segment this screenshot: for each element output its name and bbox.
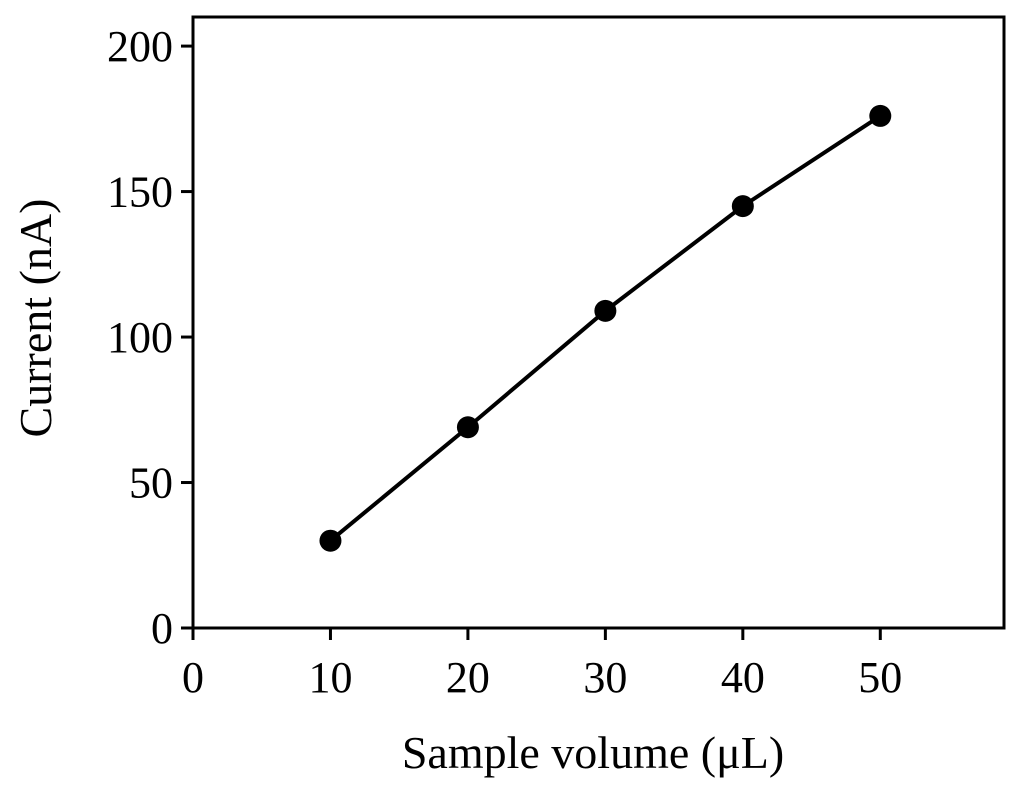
x-tick-label: 10 [308,653,352,702]
x-axis: 0 10 20 30 40 50 [182,628,902,702]
plot-frame [191,15,1006,630]
x-tick-label: 40 [721,653,765,702]
x-tick-label: 0 [182,653,204,702]
series-layer [319,104,892,552]
series-line [329,114,882,543]
y-tick-label: 100 [107,313,173,362]
data-point [731,195,754,218]
data-point [456,416,479,439]
x-tick-label: 50 [858,653,902,702]
data-point [594,299,617,322]
y-tick-label: 200 [107,22,173,71]
y-tick-label: 150 [107,168,173,217]
y-axis-title: Current (nA) [10,199,61,438]
y-tick-label: 50 [129,459,173,508]
data-point [869,104,892,127]
x-axis-title: Sample volume (μL) [402,727,784,778]
data-point [319,529,342,552]
y-axis: 0 50 100 150 200 [107,22,193,653]
y-tick-label: 0 [151,604,173,653]
x-tick-label: 20 [446,653,490,702]
x-tick-label: 30 [583,653,627,702]
